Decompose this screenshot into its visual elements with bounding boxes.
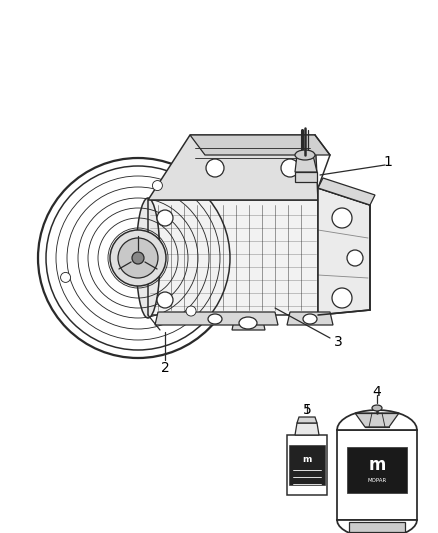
Polygon shape bbox=[295, 155, 317, 172]
Polygon shape bbox=[347, 447, 407, 493]
Polygon shape bbox=[287, 435, 327, 495]
Text: m: m bbox=[302, 456, 312, 464]
Polygon shape bbox=[337, 430, 417, 520]
Ellipse shape bbox=[239, 317, 257, 329]
Polygon shape bbox=[337, 520, 417, 533]
Ellipse shape bbox=[110, 230, 166, 286]
Polygon shape bbox=[349, 522, 405, 532]
Polygon shape bbox=[355, 413, 399, 427]
Ellipse shape bbox=[60, 272, 71, 282]
Text: 1: 1 bbox=[384, 155, 392, 169]
Ellipse shape bbox=[206, 159, 224, 177]
Ellipse shape bbox=[303, 314, 317, 324]
Ellipse shape bbox=[237, 315, 259, 329]
Ellipse shape bbox=[157, 292, 173, 308]
Text: 5: 5 bbox=[303, 403, 311, 417]
Ellipse shape bbox=[242, 318, 254, 326]
Ellipse shape bbox=[152, 181, 162, 191]
Ellipse shape bbox=[157, 210, 173, 226]
Text: m: m bbox=[368, 456, 386, 474]
Text: MOPAR: MOPAR bbox=[367, 478, 387, 482]
Ellipse shape bbox=[347, 250, 363, 266]
Ellipse shape bbox=[372, 405, 382, 411]
Polygon shape bbox=[148, 135, 318, 200]
Ellipse shape bbox=[136, 198, 160, 318]
Polygon shape bbox=[155, 312, 278, 325]
Polygon shape bbox=[232, 316, 265, 330]
Ellipse shape bbox=[132, 252, 144, 264]
Polygon shape bbox=[297, 417, 317, 423]
Polygon shape bbox=[190, 135, 330, 155]
Text: 4: 4 bbox=[373, 385, 381, 399]
Text: 3: 3 bbox=[334, 335, 343, 349]
Ellipse shape bbox=[295, 150, 315, 160]
Polygon shape bbox=[289, 445, 325, 485]
Polygon shape bbox=[148, 200, 318, 315]
Polygon shape bbox=[295, 423, 319, 435]
Polygon shape bbox=[318, 178, 375, 205]
Text: 2: 2 bbox=[161, 361, 170, 375]
Polygon shape bbox=[287, 312, 333, 325]
Polygon shape bbox=[318, 188, 370, 315]
Ellipse shape bbox=[208, 314, 222, 324]
Ellipse shape bbox=[332, 208, 352, 228]
Ellipse shape bbox=[186, 306, 196, 316]
Ellipse shape bbox=[118, 238, 158, 278]
Polygon shape bbox=[295, 172, 317, 182]
Ellipse shape bbox=[38, 158, 238, 358]
Polygon shape bbox=[337, 410, 417, 430]
Ellipse shape bbox=[332, 288, 352, 308]
Ellipse shape bbox=[281, 159, 299, 177]
